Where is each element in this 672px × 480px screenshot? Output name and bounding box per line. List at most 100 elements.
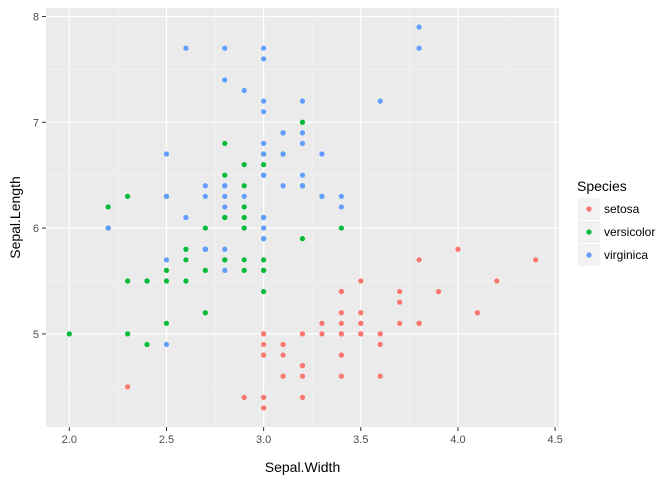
point-versicolor — [163, 278, 170, 284]
point-virginica — [222, 183, 228, 189]
point-setosa — [319, 320, 325, 326]
point-versicolor — [125, 193, 131, 199]
point-versicolor — [222, 257, 228, 263]
point-virginica — [261, 151, 267, 157]
point-setosa — [435, 288, 442, 295]
point-virginica — [241, 193, 247, 199]
point-versicolor — [241, 161, 247, 168]
x-tick-label: 2.0 — [62, 434, 77, 446]
point-setosa — [416, 257, 422, 263]
point-virginica — [183, 214, 189, 221]
legend-symbol-setosa — [586, 206, 592, 212]
point-setosa — [377, 331, 383, 337]
point-virginica — [261, 45, 267, 51]
point-virginica — [319, 193, 325, 199]
point-versicolor — [222, 214, 228, 221]
point-setosa — [338, 352, 344, 358]
point-virginica — [299, 140, 306, 147]
point-setosa — [377, 373, 383, 379]
point-versicolor — [183, 246, 189, 252]
point-virginica — [261, 56, 267, 62]
point-setosa — [261, 331, 267, 337]
point-setosa — [319, 331, 325, 337]
point-setosa — [338, 320, 344, 326]
legend-title: Species — [577, 178, 627, 194]
point-virginica — [163, 151, 170, 157]
point-virginica — [261, 225, 267, 231]
x-axis: 2.0 2.5 3.0 3.5 4.0 4.5 — [62, 427, 563, 446]
point-versicolor — [222, 140, 228, 147]
point-virginica — [222, 193, 228, 199]
point-setosa — [261, 352, 267, 358]
point-setosa — [455, 246, 461, 252]
point-virginica — [222, 267, 228, 274]
point-virginica — [202, 183, 208, 189]
point-virginica — [183, 45, 189, 51]
point-setosa — [494, 278, 500, 284]
x-tick-label: 4.0 — [450, 434, 465, 446]
point-versicolor — [222, 172, 228, 178]
point-setosa — [358, 331, 364, 337]
point-versicolor — [261, 288, 267, 295]
y-tick-label: 7 — [33, 117, 39, 129]
point-setosa — [338, 310, 344, 316]
point-versicolor — [163, 320, 170, 326]
point-virginica — [416, 45, 422, 51]
x-tick-label: 4.5 — [547, 434, 562, 446]
point-setosa — [377, 341, 383, 348]
legend-label-versicolor: versicolor — [604, 225, 655, 239]
point-virginica — [241, 87, 247, 94]
point-versicolor — [202, 225, 208, 231]
point-versicolor — [202, 310, 208, 316]
point-virginica — [299, 98, 306, 104]
point-versicolor — [105, 204, 111, 210]
point-virginica — [299, 130, 306, 136]
legend-symbol-virginica — [586, 252, 592, 258]
y-axis: 5 6 7 8 — [33, 11, 46, 341]
point-virginica — [261, 236, 267, 242]
point-setosa — [397, 320, 403, 326]
point-virginica — [163, 257, 170, 263]
point-versicolor — [183, 278, 189, 284]
point-versicolor — [299, 119, 306, 125]
point-virginica — [163, 193, 170, 199]
y-tick-label: 5 — [33, 329, 39, 341]
point-setosa — [261, 394, 267, 400]
point-setosa — [299, 373, 306, 379]
point-virginica — [377, 98, 383, 104]
point-versicolor — [144, 278, 150, 284]
point-virginica — [222, 246, 228, 252]
point-setosa — [299, 363, 306, 369]
point-virginica — [261, 214, 267, 221]
legend-label-virginica: virginica — [604, 248, 648, 262]
x-tick-label: 3.0 — [256, 434, 271, 446]
point-virginica — [261, 140, 267, 147]
point-setosa — [299, 394, 306, 400]
point-virginica — [299, 172, 306, 178]
point-setosa — [533, 257, 539, 263]
point-setosa — [338, 373, 344, 379]
point-setosa — [338, 331, 344, 337]
point-versicolor — [202, 267, 208, 274]
point-virginica — [222, 204, 228, 210]
point-versicolor — [241, 214, 247, 221]
point-virginica — [319, 151, 325, 157]
y-tick-label: 8 — [33, 11, 39, 23]
legend-label-setosa: setosa — [604, 202, 640, 216]
point-virginica — [416, 24, 422, 30]
point-virginica — [338, 204, 344, 210]
x-axis-title: Sepal.Width — [265, 459, 340, 475]
point-versicolor — [338, 225, 344, 231]
point-virginica — [280, 130, 286, 136]
point-virginica — [105, 225, 111, 231]
y-tick-label: 6 — [33, 223, 39, 235]
point-virginica — [202, 246, 208, 252]
legend: Species setosa versicolor virginica — [577, 178, 655, 266]
point-versicolor — [125, 331, 131, 337]
point-setosa — [358, 320, 364, 326]
point-setosa — [338, 288, 344, 295]
point-setosa — [474, 310, 480, 316]
point-virginica — [261, 98, 267, 104]
point-versicolor — [261, 161, 267, 168]
